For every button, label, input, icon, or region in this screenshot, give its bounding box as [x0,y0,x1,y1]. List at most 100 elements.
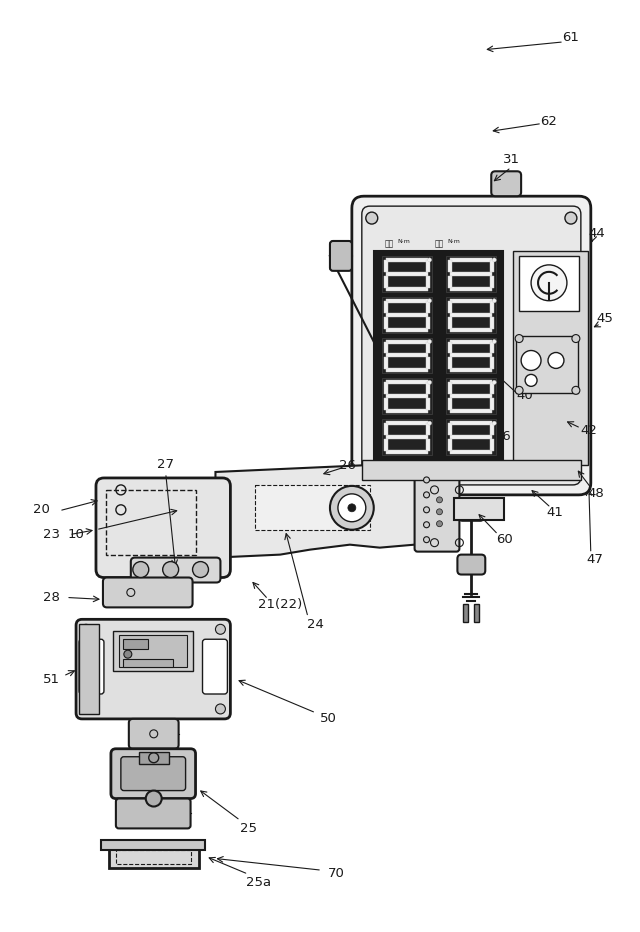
Bar [426,439,429,451]
Circle shape [436,509,442,514]
Circle shape [81,704,91,714]
Bar [447,256,496,292]
Bar [451,368,492,373]
Bar [113,631,193,671]
Circle shape [338,494,366,522]
Bar [451,409,492,413]
Bar [449,382,452,394]
Circle shape [216,704,225,714]
Text: 25: 25 [240,822,257,835]
FancyBboxPatch shape [330,241,352,271]
FancyBboxPatch shape [76,620,230,719]
Circle shape [492,299,496,303]
Circle shape [572,335,580,343]
Bar [426,301,429,312]
Bar [490,276,494,288]
Bar [139,752,169,763]
Text: 44: 44 [588,226,605,240]
Text: 30: 30 [409,272,426,285]
Bar [451,312,492,317]
Circle shape [572,387,580,394]
Bar [426,423,429,435]
Circle shape [565,467,577,479]
Bar [79,624,99,714]
Circle shape [531,265,567,301]
FancyBboxPatch shape [458,555,485,574]
Bar [106,490,196,555]
Circle shape [492,339,496,344]
Circle shape [428,258,431,262]
Bar [386,272,428,276]
Bar [451,380,492,384]
Circle shape [424,492,429,498]
Bar [490,341,494,353]
Text: 40: 40 [516,389,534,402]
Bar [426,382,429,394]
Bar [386,421,428,425]
Text: 48: 48 [588,487,604,500]
Bar [490,398,494,410]
Text: 24: 24 [307,618,323,631]
Circle shape [428,299,431,303]
Circle shape [216,624,225,635]
Circle shape [424,507,429,513]
FancyBboxPatch shape [121,757,186,790]
Circle shape [492,380,496,384]
Circle shape [428,339,431,344]
Bar [426,317,429,329]
Bar [386,353,428,358]
Text: N·m: N·m [447,239,460,244]
Circle shape [193,562,209,578]
Text: 42: 42 [580,424,597,437]
Text: 23: 23 [43,528,60,541]
Circle shape [146,790,162,806]
Bar [451,258,492,262]
Circle shape [133,562,148,578]
FancyBboxPatch shape [116,799,191,829]
FancyBboxPatch shape [79,639,104,694]
Bar [381,337,431,374]
Bar [386,339,428,344]
Text: 50: 50 [319,712,337,725]
Bar [451,421,492,425]
Bar [381,256,431,292]
Bar [386,299,428,303]
Bar [384,382,388,394]
Bar [386,409,428,413]
Circle shape [492,421,496,425]
Bar [447,419,496,455]
Bar [449,439,452,451]
Text: 10: 10 [68,528,84,541]
Bar [451,272,492,276]
Text: 47: 47 [586,553,604,566]
Bar [386,394,428,398]
Text: 46: 46 [495,430,511,443]
Bar [386,435,428,439]
Circle shape [436,521,442,527]
Bar [384,439,388,451]
Bar [123,659,173,667]
Bar [386,450,428,454]
FancyBboxPatch shape [202,639,227,694]
Text: 62: 62 [541,115,557,128]
Circle shape [492,258,496,262]
Bar [374,251,503,465]
Bar [490,358,494,369]
Bar [109,846,198,869]
FancyBboxPatch shape [96,478,230,578]
Bar [384,260,388,272]
Text: 25a: 25a [246,876,271,889]
Bar [449,398,452,410]
Bar [386,312,428,317]
Bar [490,382,494,394]
Text: 21(22): 21(22) [258,598,302,610]
Text: 20: 20 [33,503,50,516]
Bar [384,276,388,288]
Bar [381,296,431,333]
Bar [451,450,492,454]
Circle shape [548,352,564,368]
Bar [451,287,492,291]
Circle shape [124,651,132,658]
FancyBboxPatch shape [129,719,179,748]
Bar [490,423,494,435]
